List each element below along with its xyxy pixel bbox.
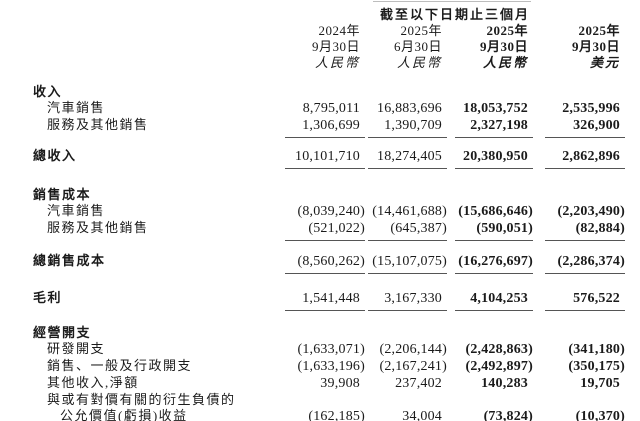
cell-2025-sep-rmb: (16,276,697) <box>455 254 533 274</box>
section-revenues: 收入 <box>33 84 625 100</box>
cell-2025-sep-usd: 2,862,896 <box>545 149 625 169</box>
section-label: 經營開支 <box>33 325 92 340</box>
column-currency-row: 人民幣 人民幣 人民幣 美元 <box>33 55 625 71</box>
cell-2025-jun-rmb: (2,167,241) <box>379 359 447 374</box>
cell-2025-sep-rmb: (590,051) <box>455 221 533 241</box>
table-row-fair-value-change: 公允價值(虧損)收益 (162,185) 34,004 (73,824) (10… <box>33 408 625 421</box>
row-label: 汽車銷售 <box>47 100 106 115</box>
cell-2025-sep-rmb: (2,428,863) <box>465 342 533 357</box>
table-row-sga-expenses: 銷售、一般及行政開支 (1,633,196) (2,167,241) (2,49… <box>33 358 625 375</box>
row-label: 毛利 <box>33 290 63 305</box>
row-label: 服務及其他銷售 <box>47 117 149 132</box>
cell-2025-sep-rmb: (73,824) <box>455 409 533 421</box>
col-header-year-2024-sep: 2024年 <box>318 23 360 38</box>
table-row-services-and-others-cost: 服務及其他銷售 (521,022) (645,387) (590,051) (8… <box>33 220 625 241</box>
table-row-other-income-net: 其他收入,淨額 39,908 237,402 140,283 19,705 <box>33 375 625 392</box>
cell-2024-sep-rmb: (8,039,240) <box>297 204 365 219</box>
table-row-derivative-liabilities-label: 與或有對價有關的衍生負債的 <box>33 392 625 408</box>
col-header-date-2025-jun: 6月30日 <box>393 39 442 54</box>
section-cost-of-sales: 銷售成本 <box>33 187 625 203</box>
cell-2025-sep-usd: (82,884) <box>545 221 625 241</box>
row-label: 與或有對價有關的衍生負債的 <box>47 392 236 407</box>
cell-2025-jun-rmb: (14,461,688) <box>372 204 447 219</box>
cell-2025-sep-usd: 2,535,996 <box>562 101 620 116</box>
cell-2025-sep-usd: (341,180) <box>568 342 625 357</box>
cell-2025-jun-rmb: 3,167,330 <box>368 291 447 311</box>
cell-2024-sep-rmb: (521,022) <box>285 221 365 241</box>
cell-2025-sep-usd: 326,900 <box>545 118 625 138</box>
cell-2024-sep-rmb: 8,795,011 <box>302 101 360 116</box>
cell-2024-sep-rmb: (1,633,196) <box>297 359 365 374</box>
cell-2025-sep-usd: 576,522 <box>545 291 625 311</box>
col-header-year-2025-sep-rmb: 2025年 <box>486 23 528 38</box>
cell-2025-sep-rmb: (15,686,646) <box>458 204 533 219</box>
table-row-vehicle-sales: 汽車銷售 8,795,011 16,883,696 18,053,752 2,5… <box>33 100 625 117</box>
cell-2025-jun-rmb: (645,387) <box>368 221 447 241</box>
cell-2025-jun-rmb: 34,004 <box>368 409 447 421</box>
cell-2024-sep-rmb: 10,101,710 <box>285 149 365 169</box>
cell-2025-sep-rmb: (2,492,897) <box>465 359 533 374</box>
row-label: 研發開支 <box>47 341 106 356</box>
col-header-date-2025-sep-usd: 9月30日 <box>571 39 620 54</box>
cell-2025-sep-rmb: 18,053,752 <box>463 101 528 116</box>
column-date-row: 9月30日 6月30日 9月30日 9月30日 <box>33 39 625 55</box>
period-header-row: 截至以下日期止三個月 <box>33 7 625 23</box>
row-label: 總銷售成本 <box>33 253 106 268</box>
col-header-currency-usd: 美元 <box>589 55 620 70</box>
cell-2024-sep-rmb: 39,908 <box>320 376 360 391</box>
col-header-currency-rmb-3: 人民幣 <box>482 55 528 70</box>
table-row-rd-expenses: 研發開支 (1,633,071) (2,206,144) (2,428,863)… <box>33 341 625 358</box>
table-row-total-revenues: 總收入 10,101,710 18,274,405 20,380,950 2,8… <box>33 148 625 169</box>
section-label: 銷售成本 <box>33 187 92 202</box>
cell-2025-sep-usd: (350,175) <box>568 359 625 374</box>
cell-2025-jun-rmb: 1,390,709 <box>368 118 447 138</box>
table-row-services-and-others: 服務及其他銷售 1,306,699 1,390,709 2,327,198 32… <box>33 117 625 138</box>
cell-2025-sep-usd: (10,370) <box>545 409 625 421</box>
cell-2025-sep-rmb: 4,104,253 <box>455 291 533 311</box>
cell-2025-sep-usd: (2,286,374) <box>545 254 625 274</box>
cell-2024-sep-rmb: (1,633,071) <box>297 342 365 357</box>
clipped-rule <box>373 1 531 2</box>
row-label: 汽車銷售 <box>47 203 106 218</box>
cell-2024-sep-rmb: 1,306,699 <box>285 118 365 138</box>
cell-2025-jun-rmb: (15,107,075) <box>368 254 447 274</box>
table-row-gross-profit: 毛利 1,541,448 3,167,330 4,104,253 576,522 <box>33 290 625 311</box>
section-label: 收入 <box>33 84 63 99</box>
col-header-date-2024-sep: 9月30日 <box>311 39 360 54</box>
cell-2025-jun-rmb: 16,883,696 <box>377 101 442 116</box>
cell-2025-sep-rmb: 2,327,198 <box>455 118 533 138</box>
col-header-currency-rmb-1: 人民幣 <box>314 55 360 70</box>
cell-2024-sep-rmb: (162,185) <box>285 409 365 421</box>
col-header-year-2025-sep-usd: 2025年 <box>578 23 620 38</box>
cell-2025-jun-rmb: 18,274,405 <box>368 149 447 169</box>
row-label: 其他收入,淨額 <box>47 375 139 390</box>
cell-2025-sep-rmb: 20,380,950 <box>455 149 533 169</box>
table-row-total-cost-of-sales: 總銷售成本 (8,560,262) (15,107,075) (16,276,6… <box>33 253 625 274</box>
section-operating-expenses: 經營開支 <box>33 325 625 341</box>
col-header-year-2025-jun: 2025年 <box>400 23 442 38</box>
cell-2025-sep-rmb: 140,283 <box>481 376 528 391</box>
period-title: 截至以下日期止三個月 <box>379 7 530 22</box>
column-year-row: 2024年 2025年 2025年 2025年 <box>33 23 625 39</box>
row-label: 服務及其他銷售 <box>47 220 149 235</box>
cell-2024-sep-rmb: 1,541,448 <box>285 291 365 311</box>
cell-2025-jun-rmb: 237,402 <box>395 376 442 391</box>
row-label: 總收入 <box>33 148 77 163</box>
cell-2025-jun-rmb: (2,206,144) <box>379 342 447 357</box>
cell-2025-sep-usd: (2,203,490) <box>557 204 625 219</box>
cell-2024-sep-rmb: (8,560,262) <box>285 254 365 274</box>
col-header-currency-rmb-2: 人民幣 <box>396 55 442 70</box>
table-row-vehicle-sales-cost: 汽車銷售 (8,039,240) (14,461,688) (15,686,64… <box>33 203 625 220</box>
col-header-date-2025-sep-rmb: 9月30日 <box>479 39 528 54</box>
row-label: 公允價值(虧損)收益 <box>60 408 188 421</box>
cell-2025-sep-usd: 19,705 <box>580 376 620 391</box>
row-label: 銷售、一般及行政開支 <box>47 358 193 373</box>
